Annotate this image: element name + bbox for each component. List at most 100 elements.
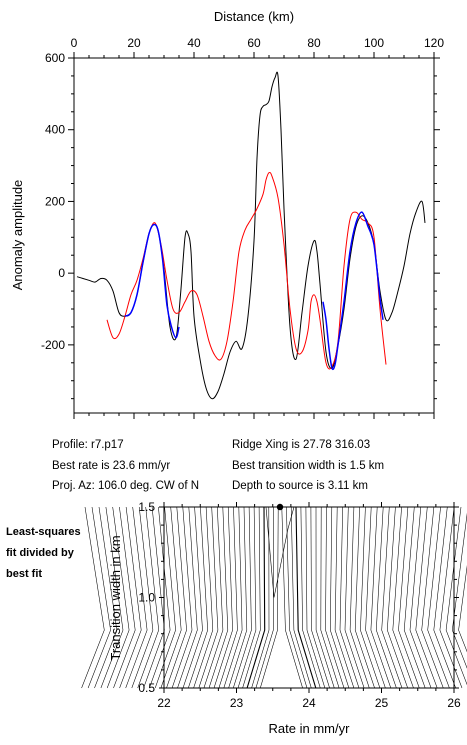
rate-tick-label: 23 <box>230 696 244 710</box>
contour-line <box>223 506 243 689</box>
contour-line <box>218 506 238 689</box>
contour-line <box>427 506 450 689</box>
contour-line <box>260 506 279 689</box>
info-block: Profile: r7.p17 Ridge Xing is 27.78 316.… <box>52 439 384 492</box>
contour-line <box>213 506 233 689</box>
contour-line <box>113 506 136 689</box>
rate-tick-label: 22 <box>157 696 171 710</box>
contour-line <box>439 506 463 689</box>
contour-line <box>458 564 467 653</box>
contour-y-axis-title: Transition width in km <box>108 535 123 660</box>
contour-line <box>445 506 467 686</box>
contour-line <box>330 506 350 689</box>
contour-line <box>208 506 229 689</box>
contour-line <box>160 506 182 689</box>
contour-line <box>403 506 426 689</box>
contour-line <box>193 506 214 689</box>
contour-line <box>281 506 303 689</box>
y-tick-label: 0 <box>58 266 65 280</box>
side-note-line-3: best fit <box>6 568 42 580</box>
contour-line <box>452 512 467 669</box>
observed-profile-line <box>76 71 426 400</box>
y-tick-label: 600 <box>45 51 65 65</box>
fit-window-line-right <box>322 211 384 371</box>
rate-tick-label: 25 <box>375 696 389 710</box>
rate-tick-label: 24 <box>302 696 316 710</box>
contour-line <box>182 506 203 689</box>
x-tick-label: 20 <box>127 36 141 50</box>
contour-line <box>242 506 261 689</box>
contour-line-inner <box>265 506 295 598</box>
y-tick-label: 400 <box>45 123 65 137</box>
contour-line <box>325 506 345 689</box>
y-tick-label: 200 <box>45 194 65 208</box>
width-tick-label: 1.5 <box>138 500 155 514</box>
profile-label: Profile: r7.p17 <box>52 439 124 451</box>
contour-line <box>255 506 274 689</box>
contour-line <box>300 506 321 689</box>
x-tick-label: 120 <box>424 36 444 50</box>
contour-line <box>349 506 370 689</box>
width-tick-label: 1.0 <box>138 591 155 605</box>
contour-line <box>286 506 308 689</box>
contour-line <box>188 506 208 689</box>
contour-line <box>315 506 335 689</box>
contour-line <box>421 506 444 689</box>
contour-line <box>354 506 375 689</box>
contour-line <box>237 506 257 689</box>
ridge-xing-label: Ridge Xing is 27.78 316.03 <box>232 439 370 451</box>
depth-label: Depth to source is 3.11 km <box>232 480 368 492</box>
best-width-label: Best transition width is 1.5 km <box>232 460 384 472</box>
contour-line <box>360 506 381 689</box>
contour-line <box>149 506 171 689</box>
contour-line <box>387 506 408 689</box>
contour-line <box>137 506 159 689</box>
x-tick-label: 40 <box>187 36 201 50</box>
contour-line <box>415 506 438 689</box>
side-note-line-2: fit divided by <box>6 547 75 559</box>
contour-line <box>376 506 397 689</box>
contour-line <box>370 506 392 689</box>
proj-az-label: Proj. Az: 106.0 deg. CW of N <box>52 480 199 492</box>
rate-tick-label: 26 <box>447 696 461 710</box>
contour-line <box>119 506 142 689</box>
contour-line <box>131 506 154 689</box>
contour-line <box>166 506 187 689</box>
width-tick-label: 0.5 <box>138 681 155 695</box>
x-tick-label: 60 <box>247 36 261 50</box>
contour-line <box>87 506 111 689</box>
fit-window-line-left <box>124 223 180 339</box>
contour-line <box>198 506 219 689</box>
contour-line <box>246 506 266 689</box>
anomaly-plot-ticks: 0 20 40 60 80 100 120 -200 0 200 400 600 <box>41 36 444 419</box>
contour-line <box>177 506 198 689</box>
y-axis-title: Anomaly amplitude <box>10 180 25 291</box>
x-tick-label: 100 <box>364 36 384 50</box>
side-note-line-1: Least-squares <box>6 526 81 538</box>
contour-line <box>251 506 270 689</box>
contour-line <box>334 506 355 689</box>
contour-line <box>320 506 340 689</box>
contour-line <box>365 506 386 689</box>
model-profile-line <box>106 171 387 370</box>
contour-lines <box>81 506 467 689</box>
contour-line <box>171 506 193 689</box>
contour-line <box>100 506 124 689</box>
best-fit-point <box>276 503 284 511</box>
contour-line <box>339 506 360 689</box>
best-rate-label: Best rate is 23.6 mm/yr <box>52 460 170 472</box>
contour-line <box>392 506 414 689</box>
x-tick-label: 80 <box>307 36 321 50</box>
contour-line <box>233 506 252 689</box>
contour-line <box>290 506 312 689</box>
side-note: Least-squares fit divided by best fit <box>6 526 81 580</box>
contour-line <box>81 506 105 689</box>
contour-line <box>344 506 365 689</box>
contour-line <box>94 506 118 689</box>
contour-line <box>295 506 317 689</box>
misfit-contour-plot: 22 23 24 25 26 0.5 1.0 1.5 Rate in mm/yr Transi… <box>81 500 467 736</box>
x-tick-label: 0 <box>71 36 78 50</box>
contour-line <box>381 506 403 689</box>
contour-x-axis-title: Rate in mm/yr <box>269 721 351 736</box>
